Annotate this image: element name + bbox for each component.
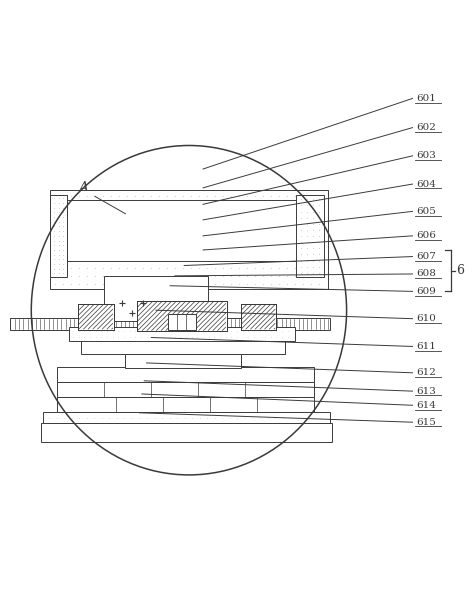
Bar	[137, 301, 227, 331]
Text: 612: 612	[416, 368, 436, 378]
Bar	[10, 318, 330, 330]
Bar	[50, 190, 328, 289]
Text: 602: 602	[416, 123, 436, 132]
Bar	[126, 354, 241, 368]
Text: 611: 611	[416, 342, 436, 351]
Text: 6: 6	[456, 264, 464, 277]
Bar	[69, 327, 295, 341]
Text: 603: 603	[416, 152, 436, 160]
Bar	[137, 301, 227, 331]
Text: 609: 609	[416, 287, 436, 296]
Bar	[241, 304, 276, 330]
Bar	[241, 304, 276, 330]
Text: 615: 615	[416, 418, 436, 426]
Bar	[81, 339, 286, 354]
Text: A: A	[78, 181, 88, 195]
Text: 614: 614	[416, 401, 436, 410]
Bar	[57, 367, 314, 382]
Bar	[78, 304, 114, 330]
Bar	[43, 412, 330, 423]
Text: 610: 610	[416, 314, 436, 323]
Text: 608: 608	[416, 269, 436, 279]
Bar	[168, 313, 196, 330]
Bar	[104, 276, 208, 321]
Bar	[67, 200, 297, 261]
Bar	[41, 423, 332, 442]
Bar	[78, 304, 114, 330]
Bar	[57, 382, 314, 397]
Text: 613: 613	[416, 387, 436, 396]
Text: 601: 601	[416, 94, 436, 103]
Text: 607: 607	[416, 252, 436, 261]
Bar	[296, 195, 324, 277]
Bar	[57, 397, 314, 412]
Text: 604: 604	[416, 180, 436, 189]
Text: 605: 605	[416, 207, 436, 216]
Text: 606: 606	[416, 232, 436, 240]
Bar	[50, 195, 67, 277]
